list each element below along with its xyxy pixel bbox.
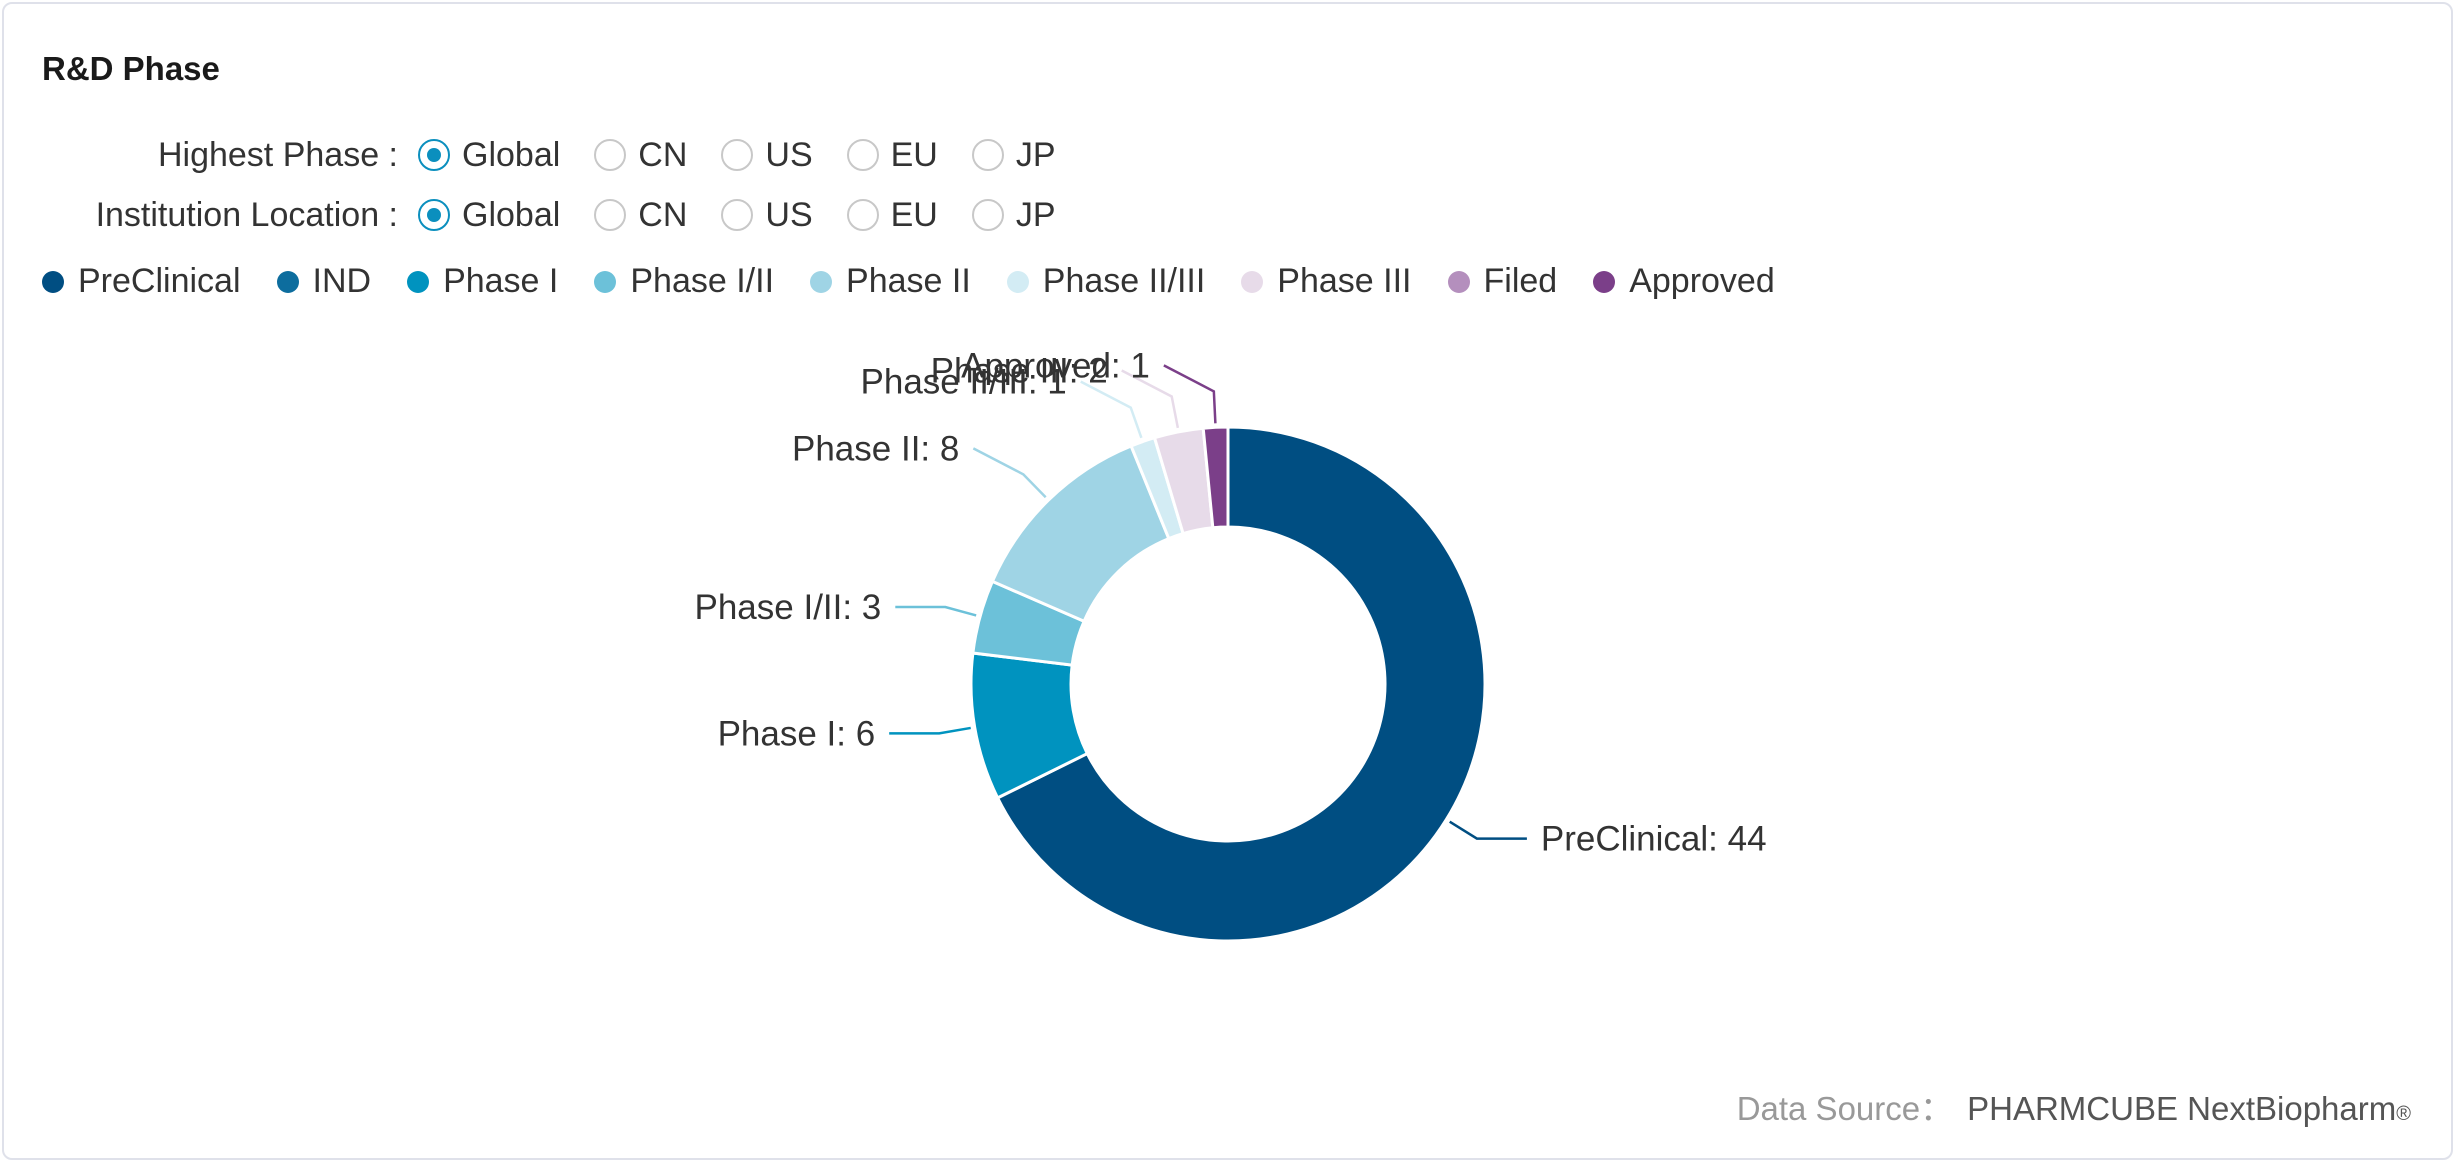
filter-label: Institution Location : xyxy=(95,195,398,234)
donut-chart: PreClinical: 44 Phase I: 6 Phase I/II: 3 Ph… xyxy=(695,346,1767,943)
legend-marker xyxy=(1593,270,1616,293)
data-source-prefix: Data Source： xyxy=(1736,1090,1954,1127)
radio-highest-global[interactable]: Global xyxy=(418,136,560,175)
legend-marker xyxy=(1006,270,1029,293)
radio-selected-icon[interactable] xyxy=(418,199,450,231)
legend-marker xyxy=(407,270,430,293)
slice-data-label: Phase III: 2 xyxy=(931,351,1108,390)
legend: PreClinical IND Phase I Phase I/II Phase… xyxy=(42,262,1811,301)
legend-item-phase-ii-iii[interactable]: Phase II/III xyxy=(1006,262,1205,301)
label-leader-line xyxy=(1080,380,1143,439)
legend-item-ind[interactable]: IND xyxy=(276,262,371,301)
legend-marker xyxy=(1447,270,1470,293)
radio-icon[interactable] xyxy=(971,199,1004,231)
legend-item-phase-ii[interactable]: Phase II xyxy=(810,262,971,301)
legend-item-phase-iii[interactable]: Phase III xyxy=(1241,262,1412,301)
radio-location-eu[interactable]: EU xyxy=(846,196,938,235)
radio-location-jp[interactable]: JP xyxy=(971,196,1056,235)
data-source: Data Source： PHARMCUBE NextBiopharm ® xyxy=(1737,1082,2411,1130)
radio-highest-jp[interactable]: JP xyxy=(971,136,1056,175)
filter-institution-location: Institution Location : Global CN US EU J… xyxy=(4,190,1090,240)
radio-icon[interactable] xyxy=(846,199,879,231)
legend-item-phase-i[interactable]: Phase I xyxy=(407,262,558,301)
radio-icon[interactable] xyxy=(721,139,754,171)
label-leader-line xyxy=(1163,364,1217,424)
legend-item-filed[interactable]: Filed xyxy=(1447,262,1557,301)
slice-data-label: Phase I/II: 3 xyxy=(695,588,882,627)
registered-mark: ® xyxy=(2396,1103,2411,1125)
label-leader-line xyxy=(1449,820,1527,840)
radio-location-global[interactable]: Global xyxy=(418,196,560,235)
radio-icon[interactable] xyxy=(594,199,627,231)
legend-marker xyxy=(1241,270,1264,293)
legend-item-approved[interactable]: Approved xyxy=(1593,262,1775,301)
legend-marker xyxy=(810,270,833,293)
radio-location-us[interactable]: US xyxy=(721,196,813,235)
legend-item-phase-i-ii[interactable]: Phase I/II xyxy=(594,262,774,301)
chart-title: R&D Phase xyxy=(42,50,220,87)
slice-data-label: Phase I: 6 xyxy=(718,714,876,753)
donut-slice-approved[interactable] xyxy=(1201,425,1230,530)
data-source-brand: PHARMCUBE NextBiopharm xyxy=(1967,1090,2397,1127)
radio-icon[interactable] xyxy=(594,139,627,171)
radio-highest-us[interactable]: US xyxy=(721,136,813,175)
radio-highest-cn[interactable]: CN xyxy=(594,136,687,175)
slice-data-label: PreClinical: 44 xyxy=(1541,820,1767,859)
slice-data-label: Phase II/III: 1 xyxy=(861,363,1067,402)
radio-icon[interactable] xyxy=(721,199,754,231)
legend-marker xyxy=(276,270,299,293)
donut-slice-preclinical[interactable] xyxy=(995,425,1487,943)
filter-highest-phase: Highest Phase : Global CN US EU JP xyxy=(4,130,1090,180)
legend-marker xyxy=(594,270,617,293)
radio-icon[interactable] xyxy=(846,139,879,171)
label-leader-line xyxy=(972,447,1047,499)
label-leader-line xyxy=(1121,369,1180,429)
slice-data-label: Approved: 1 xyxy=(961,346,1150,385)
radio-selected-icon[interactable] xyxy=(418,139,450,171)
legend-marker xyxy=(42,270,64,293)
legend-item-preclinical[interactable]: PreClinical xyxy=(42,262,241,301)
filter-label: Highest Phase : xyxy=(157,135,398,174)
label-leader-line xyxy=(889,726,971,735)
label-leader-line xyxy=(895,605,977,617)
radio-highest-eu[interactable]: EU xyxy=(846,136,938,175)
slice-data-label: Phase II: 8 xyxy=(792,429,959,468)
radio-location-cn[interactable]: CN xyxy=(594,196,687,235)
radio-icon[interactable] xyxy=(971,139,1004,171)
